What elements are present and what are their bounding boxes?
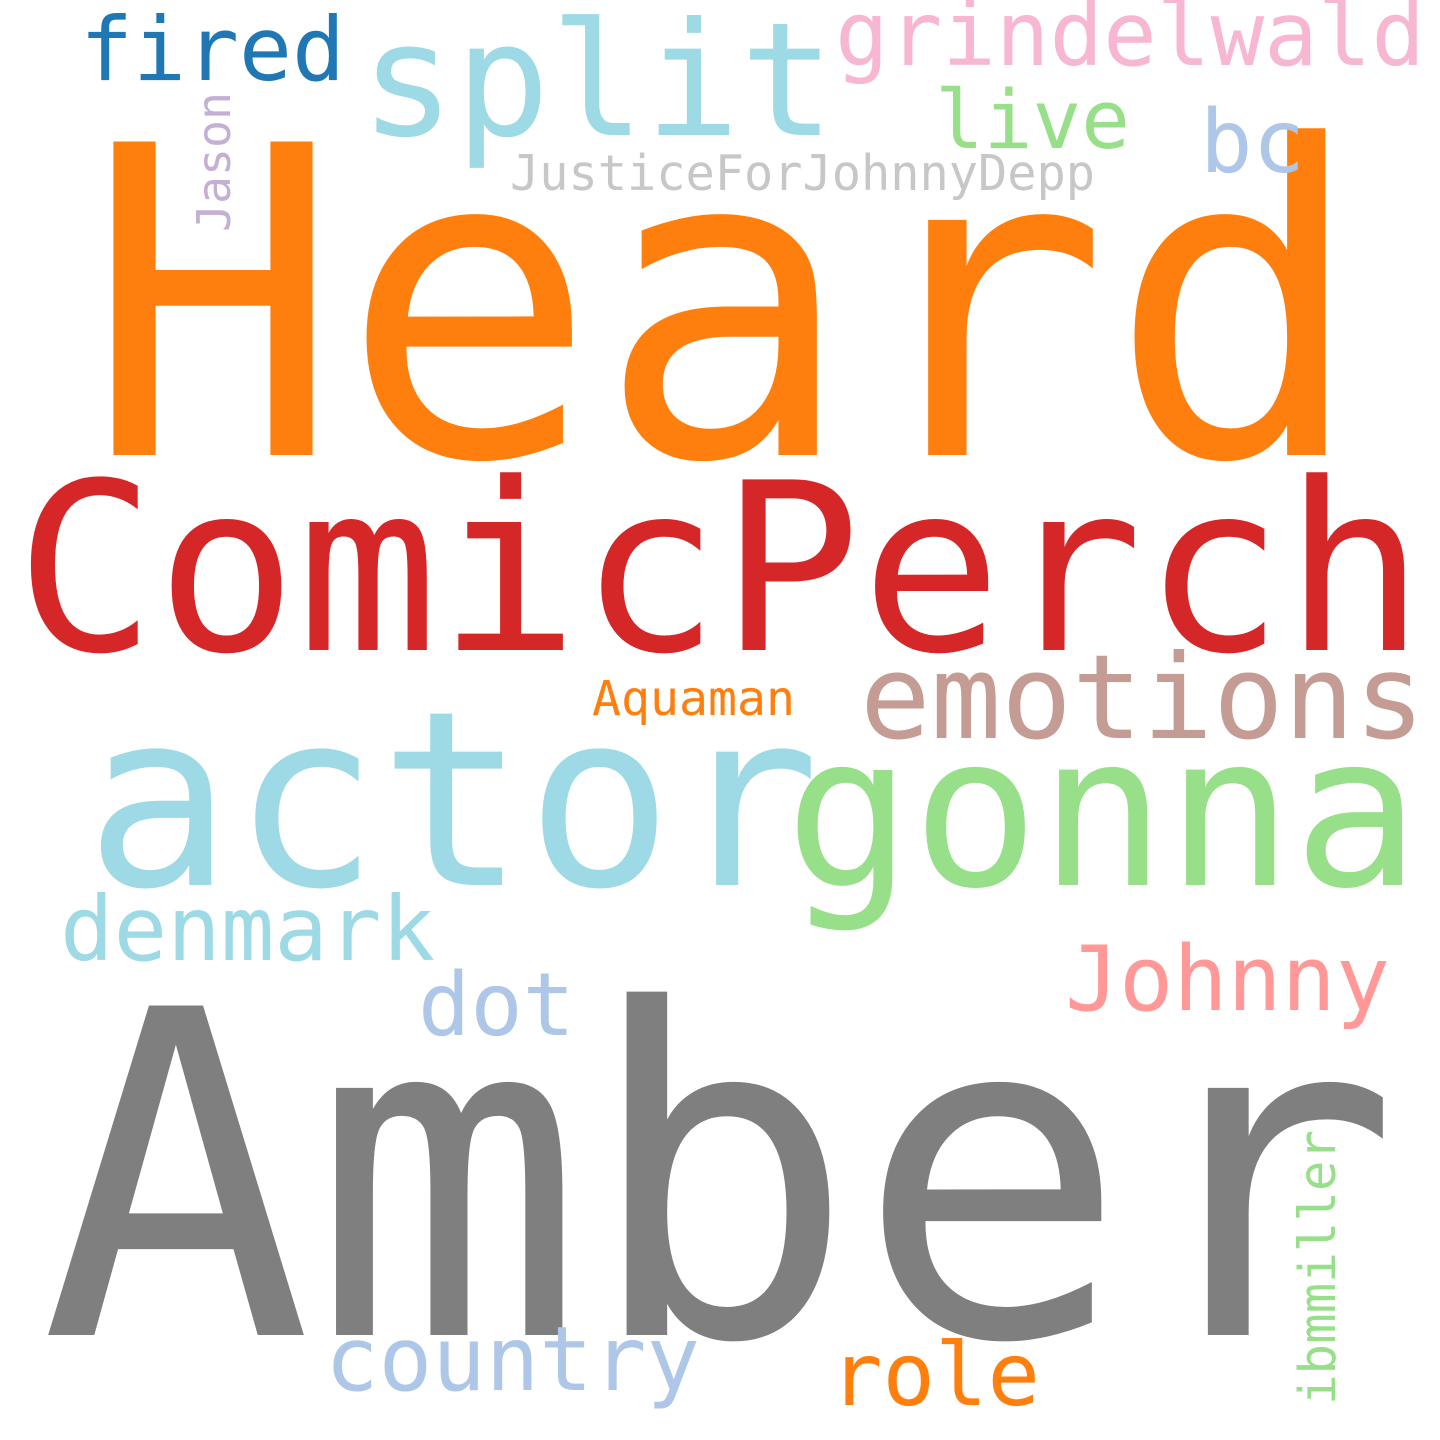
word: Heard — [85, 57, 1365, 557]
word: live — [935, 74, 1130, 168]
word: ComicPerch — [15, 434, 1425, 706]
word: grindelwald — [835, 0, 1425, 86]
word: country — [325, 1307, 700, 1411]
word: Amber — [40, 915, 1400, 1440]
word: JusticeForJohnnyDepp — [510, 145, 1095, 202]
word: denmark — [60, 877, 435, 981]
word: Aquaman — [592, 671, 795, 727]
word: emotions — [860, 629, 1425, 766]
word: gonna — [785, 689, 1420, 935]
word: dot — [418, 954, 575, 1056]
word: split — [360, 0, 835, 173]
word: Jason — [187, 92, 241, 232]
word: bc — [1200, 91, 1305, 193]
word: Johnny — [1065, 927, 1390, 1032]
word: ibmmiller — [1289, 1130, 1348, 1405]
word: role — [830, 1324, 1040, 1426]
word: fired — [80, 0, 345, 101]
word: actor — [85, 659, 820, 943]
